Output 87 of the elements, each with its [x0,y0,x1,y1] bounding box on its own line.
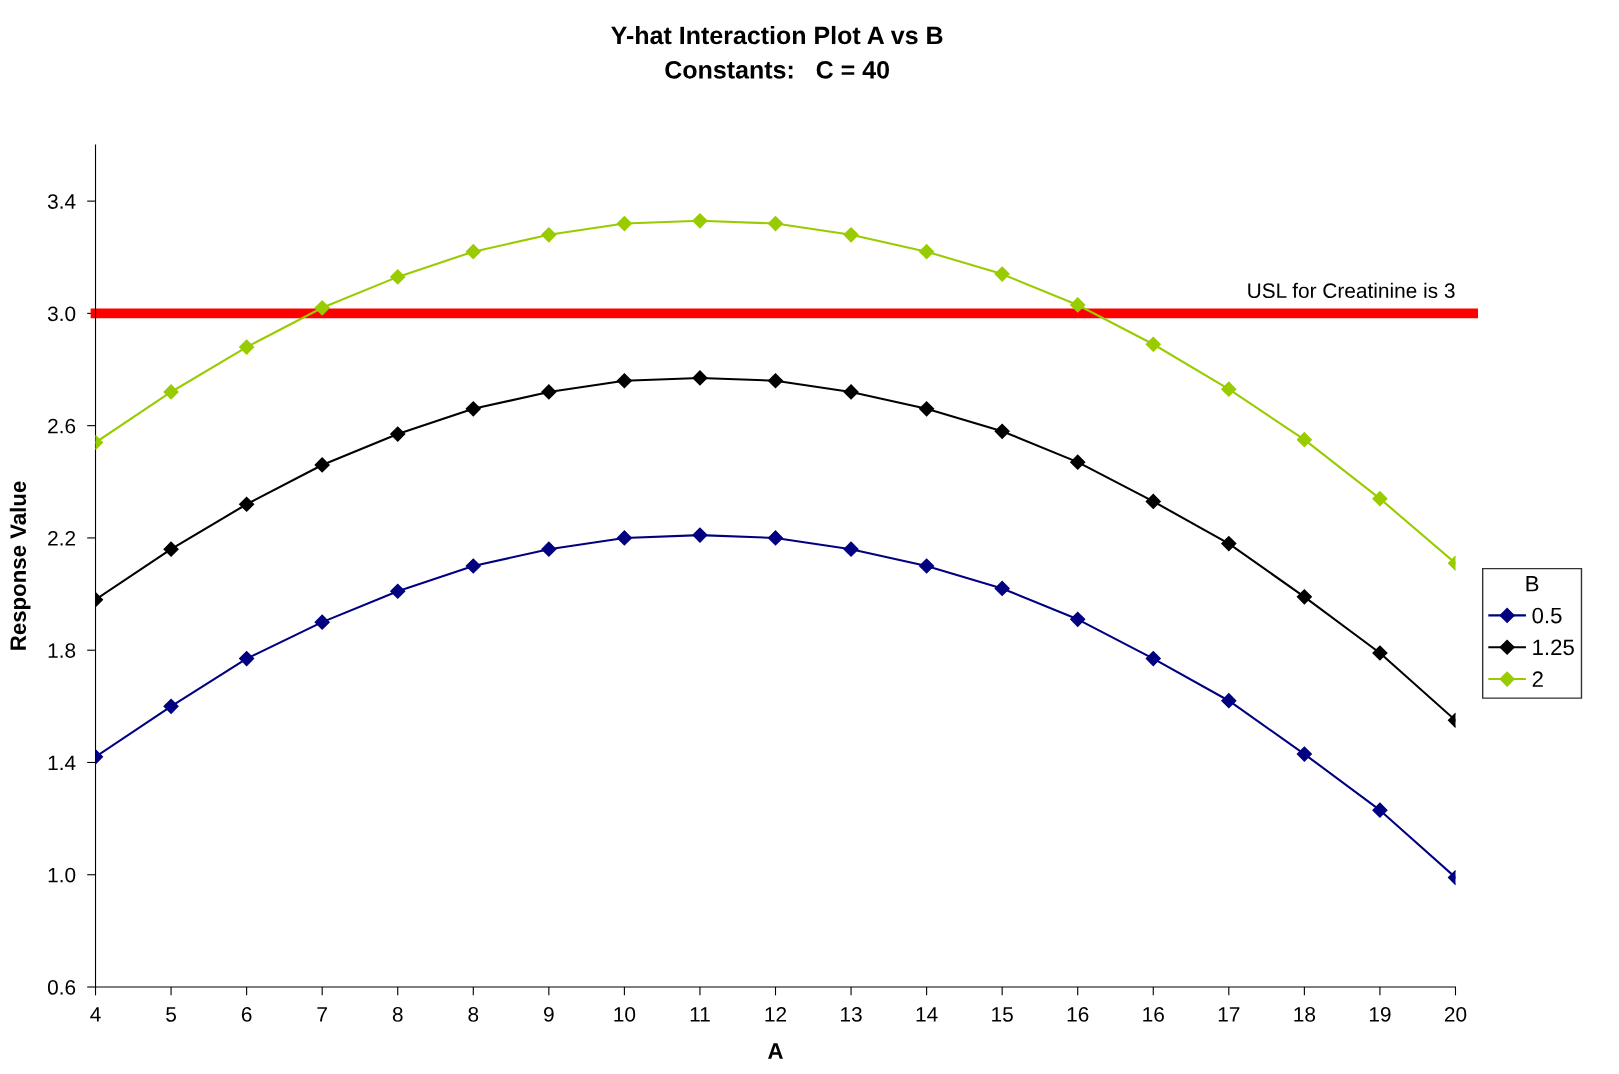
point [163,698,179,714]
point [465,558,481,574]
y-tick-label: 1.8 [48,643,76,658]
point [994,580,1010,597]
point [1070,454,1086,470]
point [390,583,406,599]
point [994,266,1010,282]
x-tick-label: 13 [841,1007,862,1022]
chart-subtitle: Constants: C = 40 [665,60,889,79]
x-tick-label: 9 [544,1007,554,1022]
legend-label: 1.25 [1533,639,1574,656]
y-tick-label: 3.4 [47,194,76,209]
y-tick-label: 3.0 [47,306,76,322]
x-tick-label: 18 [1294,1007,1316,1022]
point [541,227,557,243]
x-tick-label: 4 [90,1007,101,1022]
point [843,227,859,243]
ref-line-label: USL for Creatinine is 3 [1248,282,1455,299]
point [1296,746,1312,762]
x-axis-title: A [768,1043,783,1059]
x-tick-label: 8 [392,1007,403,1022]
point [616,530,632,546]
point [1145,336,1161,352]
legend-label: 0.5 [1532,607,1562,624]
point [314,300,330,316]
point [239,339,255,355]
x-tick-label: 7 [317,1007,327,1022]
x-tick-label: 12 [765,1007,787,1022]
point [390,269,406,285]
point [1145,651,1161,667]
point [390,426,406,442]
point [1372,491,1388,507]
point [1372,802,1388,818]
x-tick-label: 11 [690,1007,710,1022]
point [1145,493,1161,510]
point [919,401,935,417]
x-tick-label: 20 [1444,1007,1467,1022]
y-axis-title: Response Value [9,481,31,650]
y-tick-label: 1.4 [48,755,76,771]
x-tick-label: 19 [1369,1007,1391,1022]
point [1221,693,1237,709]
point [1296,432,1312,448]
point [1070,297,1086,313]
point [994,423,1010,439]
y-tick-label: 0.6 [47,980,76,995]
point [767,216,784,232]
y-tick-label: 1.0 [48,867,76,883]
point [919,244,935,260]
point [1372,645,1388,661]
point [1221,535,1237,552]
x-tick-label: 14 [916,1007,938,1022]
x-tick-label: 16 [1143,1007,1164,1022]
point [465,401,481,417]
legend-label: 2 [1532,671,1543,687]
point [239,651,255,667]
point [314,614,330,630]
point [616,373,632,389]
point [843,384,859,400]
point [1296,589,1312,605]
x-tick-label: 16 [1067,1007,1089,1022]
y-tick-label: 2.2 [48,530,76,546]
point [239,496,255,512]
point [314,457,330,473]
point [163,541,179,557]
point [692,370,708,386]
x-tick-label: 8 [468,1007,479,1022]
x-tick-label: 15 [992,1007,1013,1022]
x-tick-label: 17 [1218,1007,1240,1022]
x-tick-label: 5 [166,1007,176,1022]
point [541,541,557,557]
point [692,213,708,229]
x-tick-label: 10 [614,1007,636,1022]
point [843,541,859,557]
y-tick-label: 2.6 [48,418,76,434]
point [616,216,632,232]
x-tick-label: 6 [241,1007,252,1022]
legend-title: B [1526,576,1539,592]
point [1221,381,1237,397]
point [1070,611,1086,627]
point [465,244,481,260]
point [163,384,179,400]
point [692,527,708,543]
point [919,558,935,574]
point [767,373,784,389]
point [541,384,557,400]
point [767,530,784,546]
chart-title: Y-hat Interaction Plot A vs B [611,25,943,45]
